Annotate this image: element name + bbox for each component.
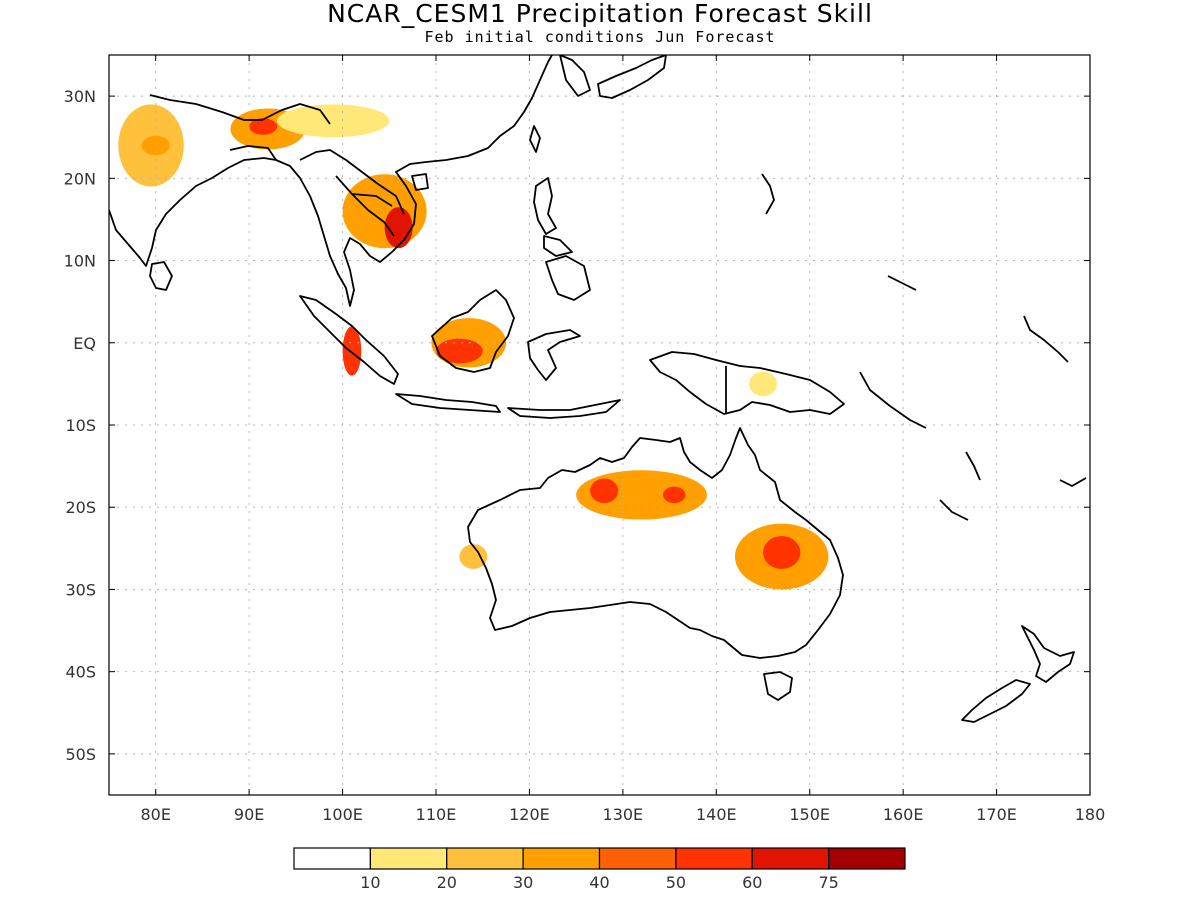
lon-tick-label: 100E [322,805,363,824]
colorbar: 10 20 30 40 50 60 75 [293,847,906,892]
new-guinea-coastline [649,351,845,415]
lon-tick-label: 150E [789,805,830,824]
java-coastline [395,393,501,413]
pacific-islands [761,173,1087,521]
philippines-mindanao [545,255,591,301]
colorbar-swatch [369,847,448,870]
lat-tick-label: 10S [65,416,96,435]
lon-tick-label: 120E [509,805,550,824]
colorbar-label: 20 [437,873,457,892]
skill-shading-layer [118,104,829,590]
australia-coastline [467,427,844,659]
south-asia-borders [149,94,405,237]
lat-lon-gridlines [109,55,1090,795]
colorbar-label: 30 [513,873,533,892]
colorbar-swatch [751,847,830,870]
colorbar-label: 10 [360,873,380,892]
lon-tick-label: 110E [416,805,457,824]
map-title: NCAR_CESM1 Precipitation Forecast Skill [327,0,873,28]
lon-tick-label: 140E [696,805,737,824]
colorbar-label: 60 [742,873,762,892]
skill-patch-3 [249,118,278,135]
philippines-visayas [543,235,573,257]
lon-tick-label: 160E [883,805,924,824]
skill-patch-16 [748,371,778,397]
lon-tick-label: 90E [234,805,264,824]
map-subtitle: Feb initial conditions Jun Forecast [424,28,776,46]
lon-tick-label: 130E [603,805,644,824]
skill-patch-1 [141,135,170,156]
philippines-luzon [533,177,557,235]
lat-tick-label: 20N [64,169,96,188]
skill-patch-11 [590,478,619,504]
new-zealand-north-island [1021,625,1075,683]
sri-lanka-coastline [149,261,173,291]
lat-tick-label: 20S [65,498,96,517]
colorbar-swatch [293,847,371,870]
skill-patch-9 [436,338,483,364]
japan-coastline [597,55,667,99]
lat-tick-label: 10N [64,252,96,271]
borneo-coastline [431,289,515,373]
colorbar-label: 50 [666,873,686,892]
sumatra-coastline [299,295,399,385]
axis-tick-labels: 80E 90E 100E 110E 120E 130E 140E 150E 160E 170E 18… [64,55,1106,824]
colorbar-label: 40 [589,873,609,892]
skill-patch-7 [342,326,362,376]
taiwan-coastline [529,125,541,153]
new-zealand-south-island [961,679,1031,723]
lon-tick-label: 170E [976,805,1017,824]
colorbar-label: 75 [818,873,838,892]
colorbar-swatch [522,847,601,870]
lon-tick-label: 180 [1075,805,1106,824]
sulawesi-coastline [527,329,581,381]
lat-tick-label: EQ [73,334,96,353]
skill-patch-15 [459,544,488,569]
colorbar-swatch [828,847,906,870]
hainan-coastline [411,173,429,191]
coastlines-layer [109,55,1087,723]
skill-patch-12 [663,486,686,504]
colorbar-swatch [598,847,677,870]
asia-mainland-coastline [109,55,553,307]
lat-tick-label: 30N [64,87,96,106]
colorbar-swatch [446,847,524,870]
lesser-sunda-coastline [507,399,621,419]
colorbar-swatch [675,847,753,870]
lat-tick-label: 30S [65,580,96,599]
lon-tick-label: 80E [140,805,170,824]
korea-coastline [559,55,591,97]
lat-tick-label: 40S [65,663,96,682]
skill-patch-4 [277,104,390,138]
lat-tick-label: 50S [65,745,96,764]
skill-patch-14 [763,536,801,569]
tasmania-coastline [763,671,793,701]
